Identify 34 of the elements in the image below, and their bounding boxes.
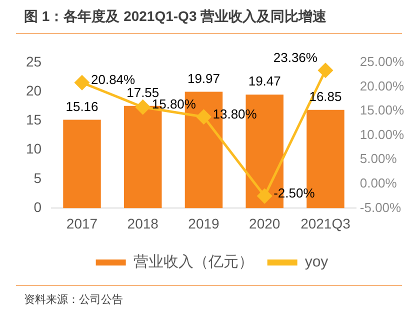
y2-tick-label: 25.00% (360, 54, 404, 69)
y2-tick-label: -5.00% (360, 200, 402, 215)
y-tick-label: 15 (26, 112, 42, 128)
legend-label: yoy (304, 254, 329, 271)
data-label: 15.16 (66, 98, 98, 114)
y2-tick-label: 20.00% (360, 78, 404, 94)
y-tick-label: 10 (26, 140, 42, 157)
bar (63, 120, 101, 208)
x-tick-label: 2021Q3 (300, 215, 351, 232)
chart-title: 图 1：各年度及 2021Q1-Q3 营业收入及同比增速 (24, 8, 327, 26)
y-tick-label: 20 (26, 82, 42, 98)
x-tick-label: 2020 (249, 215, 280, 232)
point (196, 110, 211, 124)
y-tick-label: 25 (26, 53, 42, 70)
point (257, 188, 272, 204)
y-tick-label: 5 (34, 170, 42, 186)
data-label: 20.84% (91, 72, 136, 88)
point (136, 100, 150, 114)
point (74, 75, 90, 90)
data-label: 23.36% (273, 50, 318, 65)
x-tick-label: 2018 (127, 215, 159, 232)
text: 资料来源：公司公告 (24, 292, 123, 307)
data-label: 19.97 (187, 70, 220, 86)
data-label: 19.47 (248, 74, 281, 89)
y-tick-label: 0 (34, 199, 42, 216)
y2-tick-label: 10.00% (360, 126, 404, 142)
point (318, 63, 333, 78)
y2-tick-label: 0.00% (360, 175, 398, 190)
y2-tick-label: 15.00% (360, 102, 404, 118)
x-tick-label: 2017 (66, 215, 98, 232)
data-label: 17.55 (126, 84, 160, 100)
y2-tick-label: 5.00% (360, 151, 398, 166)
x-tick-label: 2019 (188, 215, 220, 232)
legend-label: 营业收入（亿元） (133, 254, 254, 271)
